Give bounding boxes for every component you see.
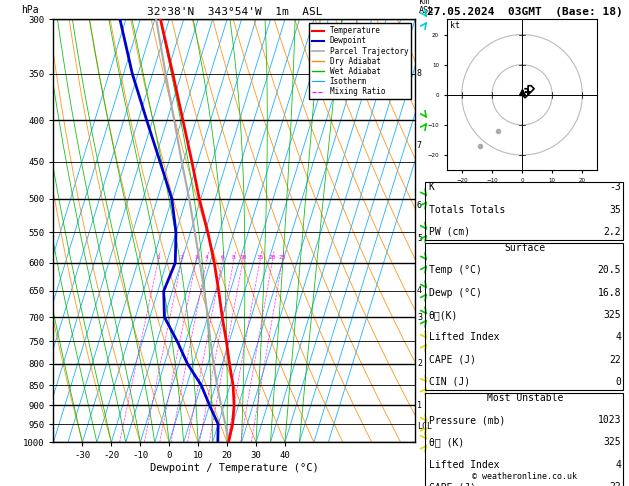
Text: Lifted Index: Lifted Index	[429, 460, 499, 470]
Text: 3: 3	[417, 312, 422, 322]
Text: -3: -3	[610, 182, 621, 192]
Bar	[425, 393, 623, 486]
Text: 27.05.2024  03GMT  (Base: 18): 27.05.2024 03GMT (Base: 18)	[427, 7, 623, 17]
Text: 6: 6	[417, 201, 422, 210]
Text: 35: 35	[610, 205, 621, 215]
Bar	[425, 182, 623, 241]
Text: kt: kt	[450, 21, 460, 31]
Bar	[425, 243, 623, 390]
Text: 4: 4	[205, 255, 209, 260]
Text: θᴇ (K): θᴇ (K)	[429, 437, 464, 448]
Text: 22: 22	[610, 355, 621, 364]
Text: 5: 5	[417, 234, 422, 243]
Title: 32°38'N  343°54'W  1m  ASL: 32°38'N 343°54'W 1m ASL	[147, 7, 322, 17]
Text: 325: 325	[603, 310, 621, 320]
Text: 20.5: 20.5	[598, 265, 621, 275]
Text: CAPE (J): CAPE (J)	[429, 355, 476, 364]
Text: 4: 4	[615, 332, 621, 342]
Text: 25: 25	[279, 255, 286, 260]
Text: Most Unstable: Most Unstable	[487, 393, 563, 403]
Text: 7: 7	[417, 141, 422, 150]
Text: © weatheronline.co.uk: © weatheronline.co.uk	[472, 472, 577, 481]
Text: K: K	[429, 182, 435, 192]
Text: Totals Totals: Totals Totals	[429, 205, 505, 215]
Text: 1: 1	[417, 401, 422, 410]
Text: hPa: hPa	[21, 5, 38, 15]
Text: Temp (°C): Temp (°C)	[429, 265, 482, 275]
Text: 10: 10	[239, 255, 247, 260]
Text: 4: 4	[417, 286, 422, 295]
Text: PW (cm): PW (cm)	[429, 227, 470, 237]
Text: 4: 4	[615, 460, 621, 470]
Text: Pressure (mb): Pressure (mb)	[429, 415, 505, 425]
Legend: Temperature, Dewpoint, Parcel Trajectory, Dry Adiabat, Wet Adiabat, Isotherm, Mi: Temperature, Dewpoint, Parcel Trajectory…	[309, 23, 411, 99]
Text: CIN (J): CIN (J)	[429, 377, 470, 387]
Text: 1023: 1023	[598, 415, 621, 425]
X-axis label: Dewpoint / Temperature (°C): Dewpoint / Temperature (°C)	[150, 463, 319, 473]
Text: 6: 6	[221, 255, 225, 260]
Text: 2: 2	[180, 255, 184, 260]
Text: LCL: LCL	[417, 421, 432, 431]
Text: 22: 22	[610, 482, 621, 486]
Text: 8: 8	[417, 69, 422, 78]
Text: 3: 3	[194, 255, 198, 260]
Text: 1: 1	[157, 255, 160, 260]
Text: km
ASL: km ASL	[419, 0, 434, 15]
Text: 2.2: 2.2	[603, 227, 621, 237]
Text: Lifted Index: Lifted Index	[429, 332, 499, 342]
Text: 0: 0	[615, 377, 621, 387]
Text: CAPE (J): CAPE (J)	[429, 482, 476, 486]
Text: Surface: Surface	[504, 243, 545, 253]
Text: 8: 8	[232, 255, 236, 260]
Text: Dewp (°C): Dewp (°C)	[429, 288, 482, 297]
Text: θᴇ(K): θᴇ(K)	[429, 310, 458, 320]
Text: 16.8: 16.8	[598, 288, 621, 297]
Text: 15: 15	[256, 255, 264, 260]
Text: 20: 20	[269, 255, 276, 260]
Text: 2: 2	[417, 359, 422, 368]
Text: 325: 325	[603, 437, 621, 448]
